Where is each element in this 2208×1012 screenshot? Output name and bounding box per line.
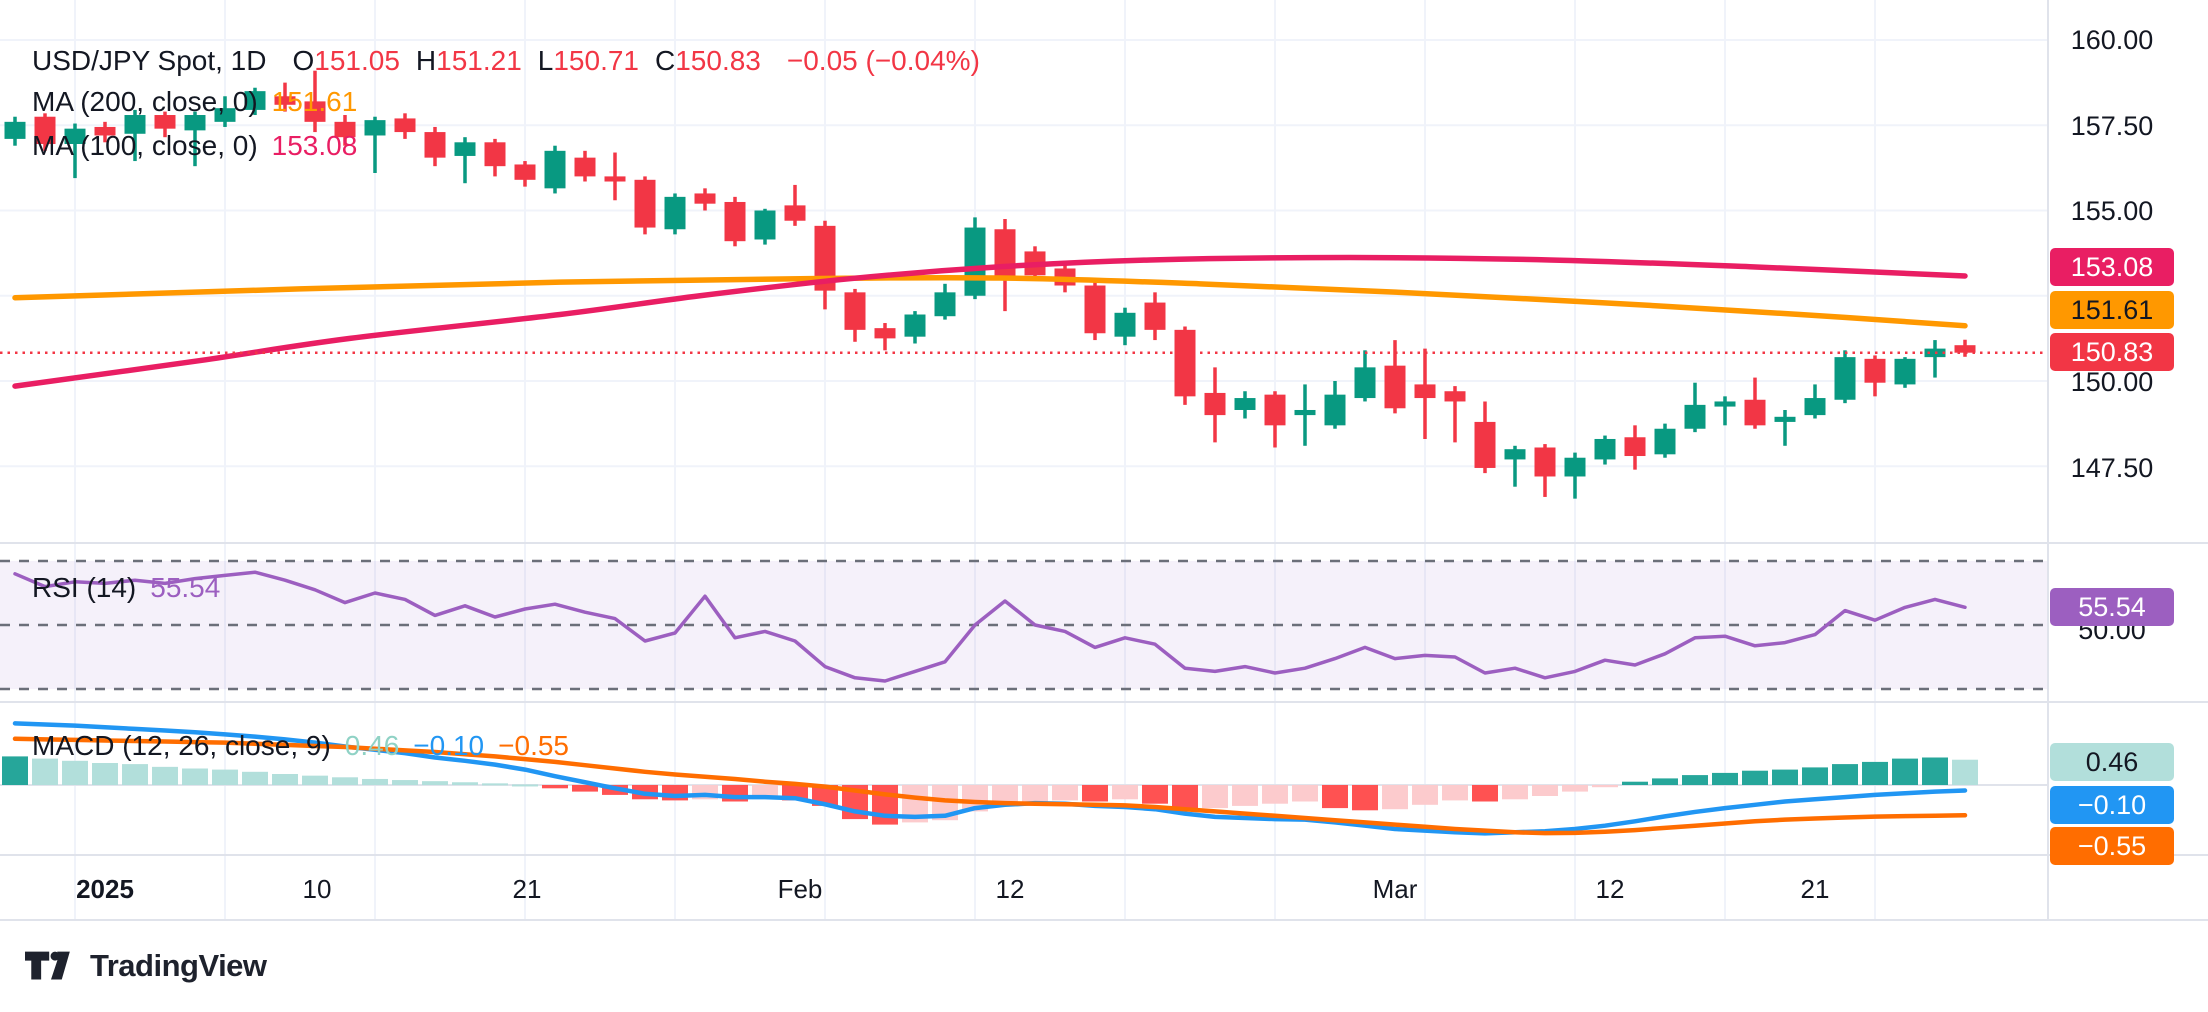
tradingview-logo[interactable]: TradingView	[25, 948, 267, 984]
ma200-price-badge: 151.61	[2050, 291, 2174, 329]
macd-label: MACD (12, 26, close, 9)	[32, 730, 331, 761]
time-axis-label: Mar	[1372, 874, 1418, 904]
macd-legend-row[interactable]: MACD (12, 26, close, 9) 0.46 −0.10 −0.55	[32, 731, 569, 761]
macd-hist-badge: 0.46	[2050, 743, 2174, 781]
time-axis-label: 12	[995, 874, 1025, 904]
low-label: L	[537, 45, 554, 76]
rsi-value: 55.54	[150, 572, 221, 603]
rsi-value-badge: 55.54	[2050, 588, 2174, 626]
last-price-badge: 150.83	[2050, 333, 2174, 371]
time-axis-label: 21	[1800, 874, 1830, 904]
macd-line-value: −0.10	[413, 730, 485, 761]
time-axis-label: 2025	[76, 874, 134, 904]
rsi-legend-row[interactable]: RSI (14) 55.54	[32, 573, 220, 603]
open-label: O	[292, 45, 315, 76]
price-axis-label: 157.50	[2070, 111, 2154, 141]
close-value: 150.83	[675, 45, 761, 76]
close-label: C	[655, 45, 676, 76]
ma200-label: MA (200, close, 0)	[32, 86, 258, 117]
symbol-legend-row[interactable]: USD/JPY Spot, 1D O 151.05 H 151.21 L 150.71…	[32, 46, 980, 76]
macd-line-badge: −0.10	[2050, 786, 2174, 824]
symbol-title: USD/JPY Spot, 1D	[32, 45, 267, 76]
tradingview-logo-icon	[25, 951, 70, 980]
time-axis-label: 10	[302, 874, 332, 904]
rsi-label: RSI (14)	[32, 572, 137, 603]
ma100-legend-row[interactable]: MA (100, close, 0) 153.08	[32, 131, 357, 161]
high-label: H	[415, 45, 437, 76]
macd-signal-badge: −0.55	[2050, 827, 2174, 865]
high-value: 151.21	[436, 45, 522, 76]
price-axis-label: 150.00	[2070, 367, 2154, 397]
price-axis-label: 147.50	[2070, 453, 2154, 483]
time-axis-label: 21	[512, 874, 542, 904]
macd-hist-value: 0.46	[344, 730, 400, 761]
low-value: 150.71	[553, 45, 639, 76]
macd-signal-value: −0.55	[498, 730, 569, 761]
time-axis-label: 12	[1595, 874, 1625, 904]
ma200-legend-row[interactable]: MA (200, close, 0) 151.61	[32, 87, 357, 117]
ma100-label: MA (100, close, 0)	[32, 130, 258, 161]
price-axis-label: 155.00	[2070, 196, 2154, 226]
ma100-value: 153.08	[271, 130, 358, 161]
open-value: 151.05	[314, 45, 400, 76]
price-axis-label: 160.00	[2070, 25, 2154, 55]
ma100-price-badge: 153.08	[2050, 248, 2174, 286]
brand-name: TradingView	[90, 948, 267, 983]
ma200-value: 151.61	[271, 86, 358, 117]
change-value: −0.05 (−0.04%)	[786, 45, 980, 76]
time-axis-label: Feb	[777, 874, 823, 904]
